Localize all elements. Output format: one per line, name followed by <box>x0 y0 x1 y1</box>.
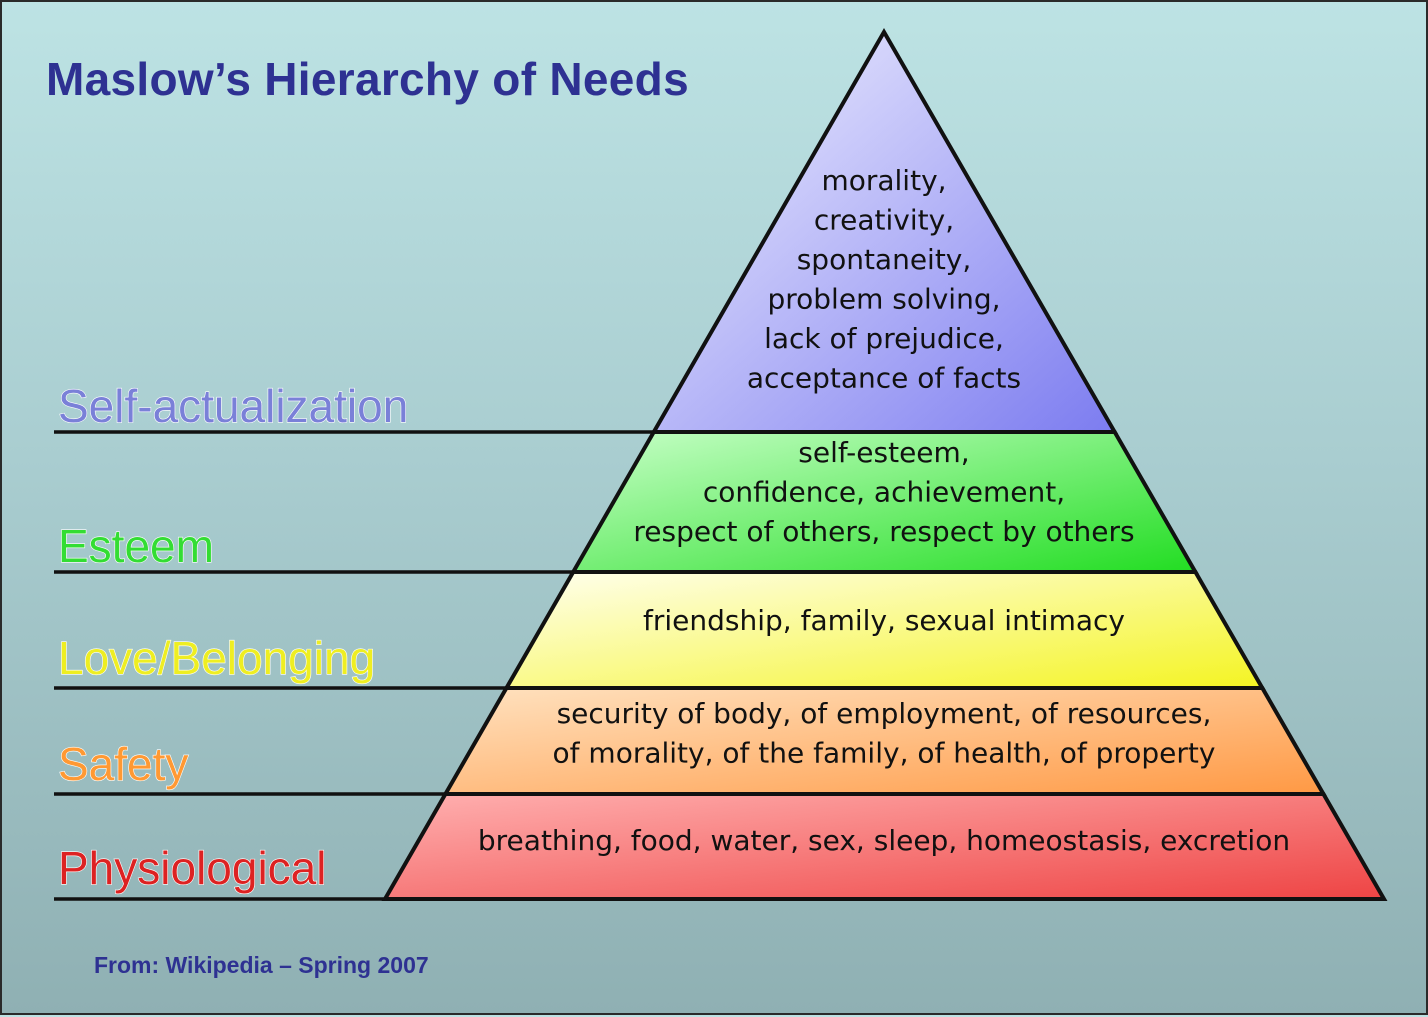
needs-line-self-actualization: problem solving, <box>767 283 1000 316</box>
level-label-love-belonging: Love/Belonging <box>58 632 375 684</box>
needs-line-self-actualization: spontaneity, <box>797 243 972 276</box>
needs-line-esteem: self-esteem, <box>798 436 969 469</box>
level-label-safety: Safety <box>58 738 188 790</box>
needs-line-physiological: breathing, food, water, sex, sleep, home… <box>478 824 1290 857</box>
source-credit: From: Wikipedia – Spring 2007 <box>94 952 429 978</box>
needs-line-self-actualization: creativity, <box>814 204 954 237</box>
needs-line-self-actualization: acceptance of facts <box>747 362 1021 395</box>
level-label-self-actualization: Self-actualization <box>58 380 408 432</box>
needs-line-love-belonging: friendship, family, sexual intimacy <box>643 604 1125 637</box>
level-label-esteem: Esteem <box>58 520 214 572</box>
needs-line-self-actualization: morality, <box>821 164 946 197</box>
needs-line-esteem: confidence, achievement, <box>703 476 1065 509</box>
needs-line-safety: of morality, of the family, of health, o… <box>553 737 1216 770</box>
needs-line-esteem: respect of others, respect by others <box>633 515 1134 548</box>
needs-line-safety: security of body, of employment, of reso… <box>557 697 1212 730</box>
page-title: Maslow’s Hierarchy of Needs <box>46 53 689 105</box>
needs-line-self-actualization: lack of prejudice, <box>764 322 1004 355</box>
tier-physiological <box>381 792 1388 901</box>
level-label-physiological: Physiological <box>58 842 326 894</box>
